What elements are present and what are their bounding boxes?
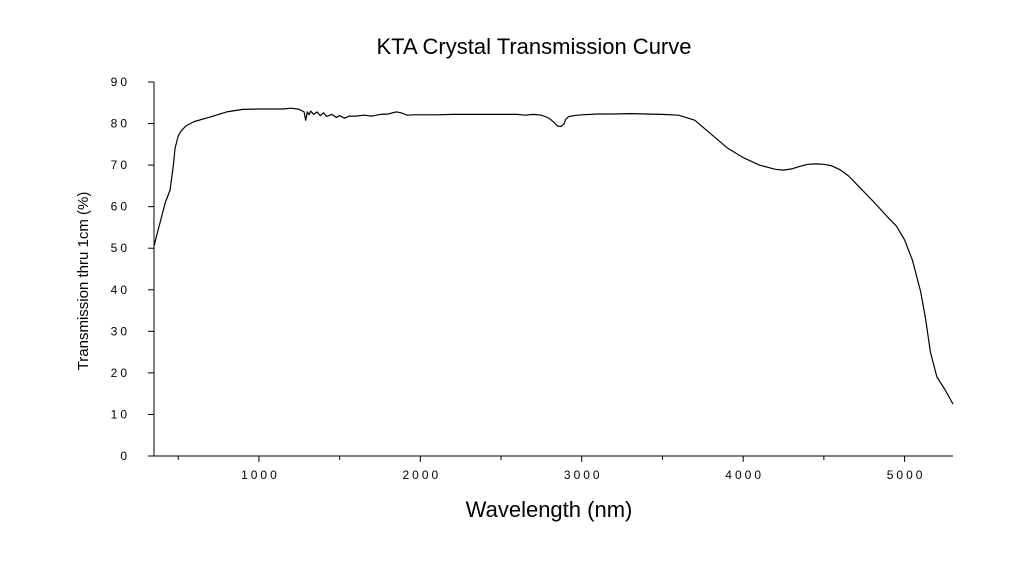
x-tick-label: 1000 [241,468,280,482]
y-tick-label: 90 [111,75,130,89]
x-tick-label: 2000 [402,468,441,482]
x-ticks: 1000 2000 3000 4000 5000 [177,456,926,482]
y-tick-label: 70 [111,158,130,172]
y-tick-label: 50 [111,241,130,255]
transmission-curve [153,107,954,405]
y-tick-label: 10 [111,407,130,421]
x-tick-label: 4000 [725,468,764,482]
x-axis-label: Wavelength (nm) [466,497,633,522]
y-axis-label: Transmission thru 1cm (%) [75,192,92,371]
chart-title: KTA Crystal Transmission Curve [376,34,691,59]
x-tick-label: 5000 [887,468,926,482]
y-ticks: 0 10 20 30 40 50 60 70 80 90 [111,75,154,463]
y-tick-label: 0 [120,449,130,463]
y-tick-label: 40 [111,283,130,297]
x-tick-label: 3000 [564,468,603,482]
y-tick-label: 60 [111,200,130,214]
y-tick-label: 20 [111,366,130,380]
y-tick-label: 80 [111,117,130,131]
y-tick-label: 30 [111,324,130,338]
